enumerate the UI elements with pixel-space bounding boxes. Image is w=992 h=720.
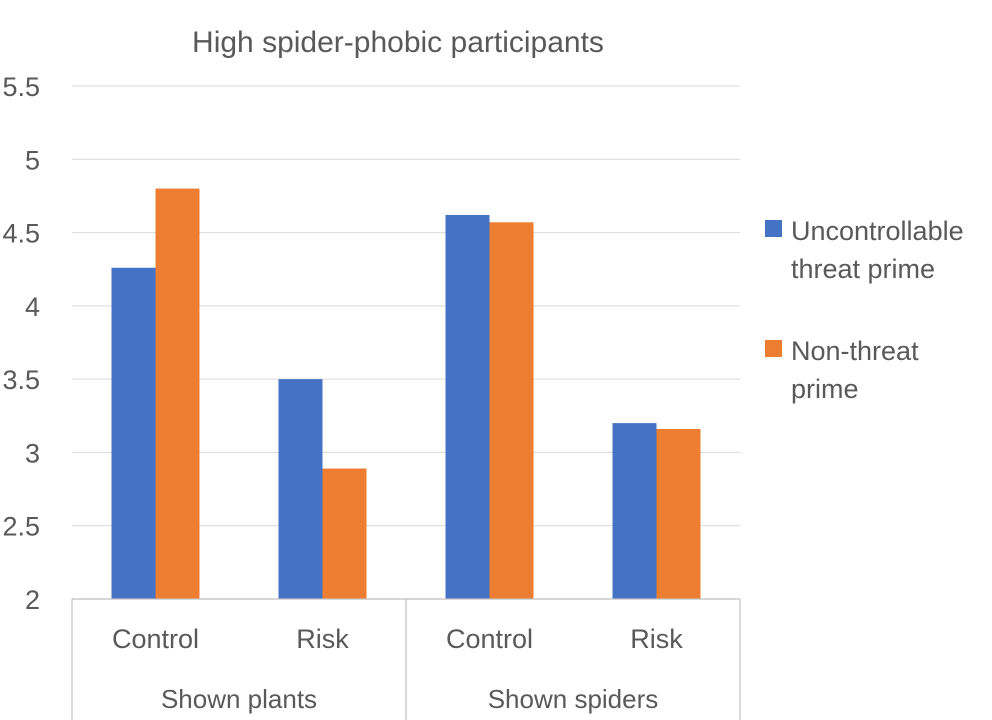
y-axis: 2 2.5 3 3.5 4 4.5 5 5.5 bbox=[2, 72, 40, 615]
x-category-label: Risk bbox=[296, 624, 349, 654]
bar-series-0-cat-1 bbox=[278, 379, 323, 599]
y-tick-label: 2 bbox=[25, 585, 40, 615]
bar-series-1-cat-2 bbox=[489, 222, 534, 599]
bars bbox=[111, 188, 701, 600]
legend: Uncontrollable threat prime Non-threat prim… bbox=[765, 216, 964, 404]
x-axis: Control Risk Control Risk Shown plants Shown … bbox=[71, 598, 741, 720]
legend-label: Non-threat bbox=[791, 336, 919, 366]
legend-label: Uncontrollable bbox=[791, 216, 964, 246]
bar-series-1-cat-1 bbox=[322, 468, 367, 599]
legend-label: threat prime bbox=[791, 254, 935, 284]
legend-swatch bbox=[765, 340, 782, 357]
x-category-label: Control bbox=[446, 624, 533, 654]
x-group-label: Shown spiders bbox=[488, 684, 659, 714]
bar-series-1-cat-3 bbox=[656, 428, 701, 599]
y-tick-label: 2.5 bbox=[2, 512, 40, 542]
bar-series-0-cat-2 bbox=[445, 214, 490, 600]
y-tick-label: 4.5 bbox=[2, 219, 40, 249]
legend-swatch bbox=[765, 220, 782, 237]
x-group-label: Shown plants bbox=[161, 684, 317, 714]
y-tick-label: 3.5 bbox=[2, 365, 40, 395]
y-tick-label: 5 bbox=[25, 145, 40, 175]
x-category-label: Risk bbox=[630, 624, 683, 654]
y-tick-label: 5.5 bbox=[2, 72, 40, 102]
y-tick-label: 3 bbox=[25, 438, 40, 468]
bar-series-1-cat-0 bbox=[155, 188, 200, 599]
x-category-label: Control bbox=[112, 624, 199, 654]
legend-label: prime bbox=[791, 374, 859, 404]
bar-series-0-cat-3 bbox=[612, 423, 657, 599]
y-tick-label: 4 bbox=[25, 292, 40, 322]
chart-title: High spider-phobic participants bbox=[192, 26, 604, 59]
bar-series-0-cat-0 bbox=[111, 267, 156, 599]
